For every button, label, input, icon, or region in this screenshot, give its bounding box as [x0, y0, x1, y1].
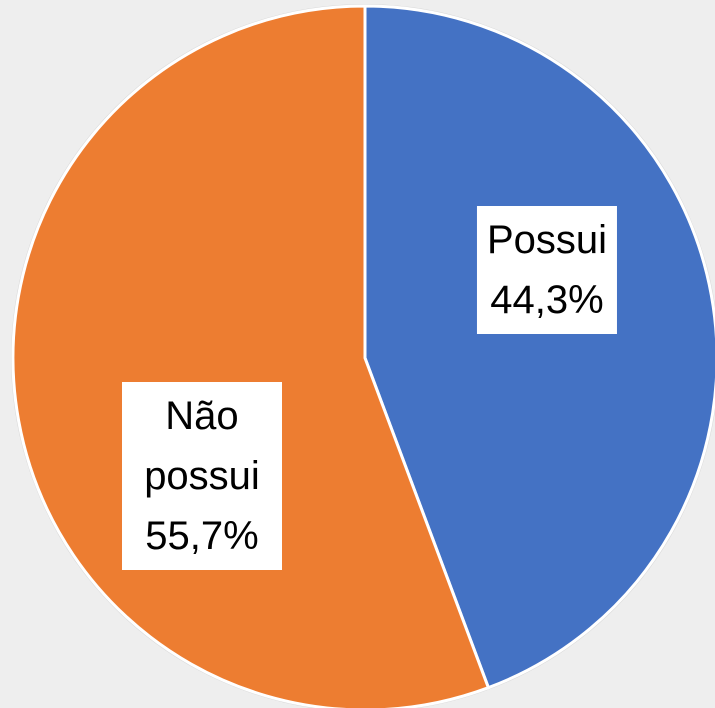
value-label: 44,3% [490, 278, 604, 322]
data-label: Possui 44,3% [476, 206, 618, 334]
category-label: Não possui [144, 394, 260, 498]
data-label: Não possui 55,7% [122, 382, 282, 570]
pie-slice [363, 4, 715, 690]
value-label: 55,7% [145, 514, 259, 558]
category-label: Possui [486, 218, 608, 262]
